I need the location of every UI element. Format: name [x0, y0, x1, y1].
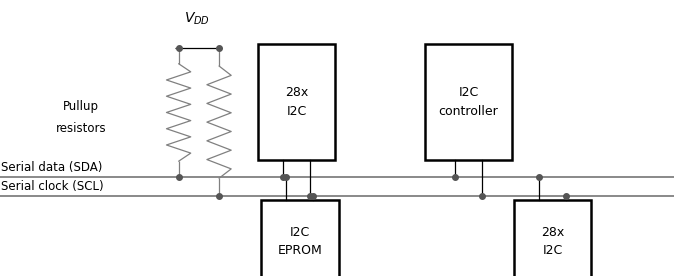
Bar [257, 44, 336, 160]
Text: 28x
I2C: 28x I2C [285, 86, 308, 118]
Text: Serial data (SDA): Serial data (SDA) [1, 161, 102, 174]
Bar [425, 44, 512, 160]
Bar [262, 200, 339, 276]
Text: I2C
controller: I2C controller [439, 86, 498, 118]
Text: Serial clock (SCL): Serial clock (SCL) [1, 180, 104, 193]
Bar [514, 200, 592, 276]
Text: Pullup: Pullup [63, 100, 99, 113]
Text: resistors: resistors [55, 122, 106, 135]
Text: 28x
I2C: 28x I2C [541, 225, 564, 258]
Text: $V_{DD}$: $V_{DD}$ [184, 11, 210, 27]
Text: I2C
EPROM: I2C EPROM [278, 225, 322, 258]
